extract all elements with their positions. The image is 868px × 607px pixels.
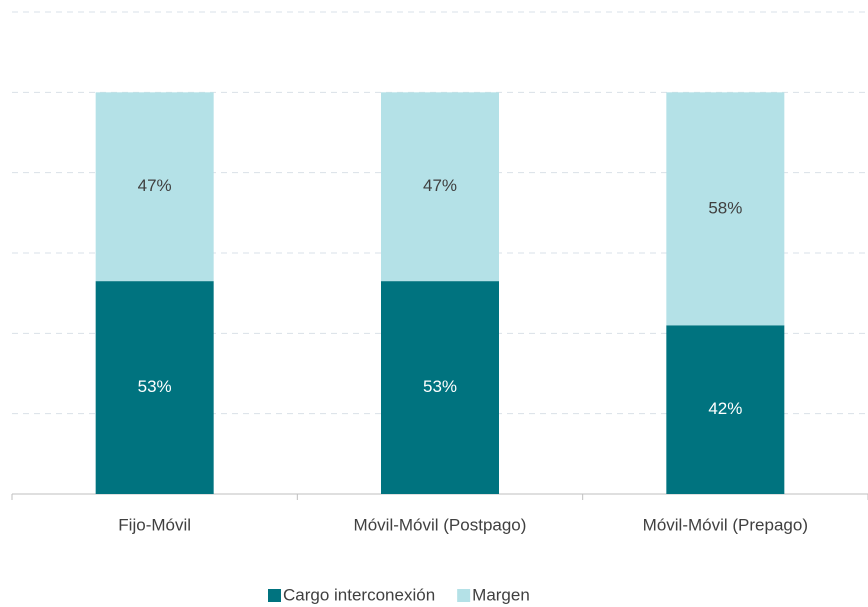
data-label: 53%: [423, 377, 457, 396]
legend-swatch: [268, 589, 281, 602]
x-tick-label: Fijo-Móvil: [118, 515, 191, 534]
data-label: 53%: [138, 377, 172, 396]
data-label: 42%: [708, 399, 742, 418]
legend-label: Margen: [472, 585, 530, 604]
bar-segment: [95, 92, 214, 282]
legend-swatch: [457, 589, 471, 602]
bar-segment: [95, 281, 214, 494]
bar-segment: [666, 325, 785, 494]
bar-segment: [381, 281, 499, 494]
data-label: 58%: [708, 198, 742, 217]
bar-segment: [666, 92, 785, 326]
x-tick-label: Móvil-Móvil (Postpago): [354, 515, 527, 534]
legend-label: Cargo interconexión: [283, 585, 435, 604]
bar-segment: [381, 92, 499, 282]
data-label: 47%: [138, 176, 172, 195]
data-label: 47%: [423, 176, 457, 195]
x-tick-label: Móvil-Móvil (Prepago): [643, 515, 808, 534]
